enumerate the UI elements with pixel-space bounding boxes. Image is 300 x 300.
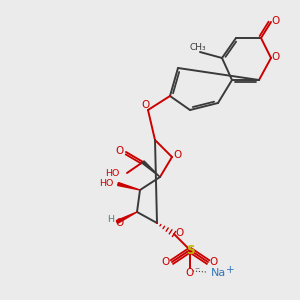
Text: +: + <box>226 265 234 275</box>
Text: HO: HO <box>105 169 119 178</box>
Text: Na: Na <box>210 268 226 278</box>
Text: O: O <box>162 257 170 267</box>
Polygon shape <box>116 212 137 223</box>
Text: O: O <box>176 228 184 238</box>
Text: HO: HO <box>100 178 114 188</box>
Polygon shape <box>118 183 140 190</box>
Text: O: O <box>210 257 218 267</box>
Text: O: O <box>142 100 150 110</box>
Text: S: S <box>186 244 194 256</box>
Text: O: O <box>174 150 182 160</box>
Text: ⁻: ⁻ <box>194 266 200 276</box>
Text: O: O <box>186 268 194 278</box>
Text: O: O <box>272 16 280 26</box>
Text: O: O <box>272 52 280 62</box>
Text: O: O <box>116 218 124 228</box>
Text: O: O <box>116 146 124 156</box>
Text: CH₃: CH₃ <box>190 44 206 52</box>
Text: H: H <box>107 215 114 224</box>
Polygon shape <box>142 161 160 177</box>
